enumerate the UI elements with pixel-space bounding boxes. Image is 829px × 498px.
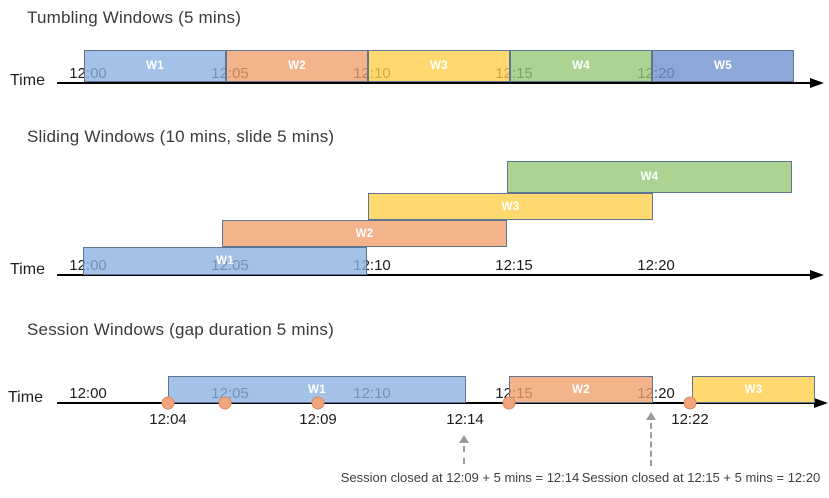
session-window-w3-label: W3 — [744, 383, 763, 396]
tumbling-section-title: Tumbling Windows (5 mins) — [27, 8, 242, 27]
sliding-window-w2: W2 — [222, 220, 507, 247]
session-closed-annotation-2: Session closed at 12:15 + 5 mins = 12:20 — [581, 470, 821, 485]
tumbling-window-w3: W3 — [368, 50, 510, 82]
tumbling-window-w4: W4 — [510, 50, 652, 82]
tumbling-window-w2-label: W2 — [288, 60, 306, 72]
sliding-section-title: Sliding Windows (10 mins, slide 5 mins) — [27, 127, 335, 146]
session-axis-arrowhead-icon — [814, 398, 828, 408]
session-closed-annotation-1: Session closed at 12:09 + 5 mins = 12:14 — [340, 470, 580, 485]
event-time-1204: 12:04 — [149, 411, 187, 428]
sliding-time-axis-line — [57, 274, 812, 276]
sliding-time-axis-label: Time — [10, 261, 45, 278]
event-dot — [683, 396, 697, 410]
tumbling-window-w4-label: W4 — [572, 60, 590, 72]
event-dot — [161, 396, 175, 410]
session-window-w3: W3 — [692, 376, 815, 403]
sliding-window-w3-label: W3 — [501, 200, 520, 213]
event-time-1222: 12:22 — [671, 411, 709, 428]
tumbling-window-w1: W1 — [84, 50, 226, 82]
sliding-axis-arrowhead-icon — [810, 270, 824, 280]
annotation-arrow-stem — [650, 423, 652, 466]
tumbling-window-w5: W5 — [652, 50, 794, 82]
event-dot — [502, 396, 516, 410]
event-dot — [218, 396, 232, 410]
tumbling-window-w2: W2 — [226, 50, 368, 82]
session-section-title: Session Windows (gap duration 5 mins) — [27, 320, 334, 339]
tumbling-window-w1-label: W1 — [146, 60, 164, 72]
sliding-window-w1-label: W1 — [216, 255, 234, 267]
session-window-w1-label: W1 — [308, 383, 326, 396]
tumbling-window-w5-label: W5 — [714, 60, 732, 72]
event-dot — [311, 396, 325, 410]
session-window-w2-label: W2 — [572, 383, 590, 396]
tumbling-time-axis-line — [57, 82, 812, 84]
tumbling-axis-arrowhead-icon — [810, 78, 824, 88]
annotation-arrow-stem — [463, 446, 465, 464]
sliding-window-w4: W4 — [507, 161, 792, 193]
tumbling-time-axis-label: Time — [10, 72, 45, 89]
sliding-tick-1220: 12:20 — [637, 257, 675, 274]
sliding-window-w2-label: W2 — [355, 227, 374, 240]
session-time-axis-line — [57, 402, 816, 404]
session-time-axis-label: Time — [8, 389, 43, 406]
close-time-1214: 12:14 — [446, 411, 484, 428]
sliding-window-w4-label: W4 — [640, 171, 659, 183]
tumbling-window-w3-label: W3 — [430, 60, 448, 72]
event-time-1209: 12:09 — [299, 411, 337, 428]
sliding-tick-1215: 12:15 — [495, 257, 533, 274]
sliding-window-w1: W1 — [83, 247, 367, 275]
session-tick-1200: 12:00 — [69, 385, 107, 402]
session-window-w2: W2 — [509, 376, 653, 403]
annotation-arrow-up-icon — [459, 435, 469, 443]
annotation-arrow-up-icon — [646, 412, 656, 420]
sliding-window-w3: W3 — [368, 193, 653, 220]
